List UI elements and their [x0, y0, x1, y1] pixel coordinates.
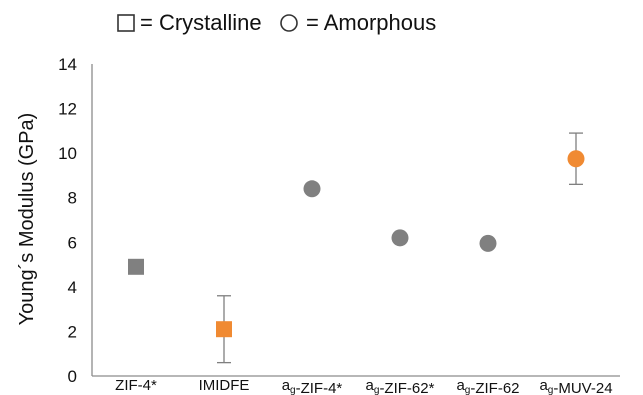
x-tick-label: ag-MUV-24 — [539, 377, 612, 395]
x-tick-label: ag-ZIF-62 — [456, 377, 519, 395]
amorphous-legend-marker — [280, 14, 298, 32]
data-point-circle — [567, 150, 585, 168]
data-point-square — [216, 321, 232, 338]
y-tick-label: 0 — [68, 367, 77, 386]
x-tick-label: ag-ZIF-4* — [282, 377, 343, 395]
y-tick-label: 8 — [68, 189, 77, 208]
x-tick-label: ZIF-4* — [115, 377, 157, 394]
data-points — [128, 132, 585, 364]
y-tick-label: 4 — [68, 278, 77, 297]
data-point-square — [128, 258, 144, 275]
y-tick-label: 6 — [68, 233, 77, 252]
x-tick-label: IMIDFE — [199, 377, 250, 394]
y-axis: 0 2 4 6 8 10 12 14 — [58, 55, 93, 386]
x-axis: ZIF-4* IMIDFE ag-ZIF-4* ag-ZIF-62* ag-ZIF-62… — [92, 375, 620, 395]
data-point-circle — [303, 180, 321, 198]
crystalline-legend-label: = Crystalline — [140, 10, 262, 35]
legend: = Crystalline = Amorphous — [117, 10, 436, 35]
y-tick-label: 10 — [58, 144, 77, 163]
crystalline-legend-marker — [117, 14, 135, 32]
data-point-circle — [391, 229, 409, 247]
y-axis-label: Young´s Modulus (GPa) — [16, 113, 38, 326]
x-tick-label: ag-ZIF-62* — [366, 377, 435, 395]
amorphous-legend-label: = Amorphous — [306, 10, 436, 35]
y-tick-label: 12 — [58, 100, 77, 119]
y-tick-label: 2 — [68, 322, 77, 341]
data-point-circle — [479, 234, 497, 252]
y-tick-label: 14 — [58, 55, 77, 74]
